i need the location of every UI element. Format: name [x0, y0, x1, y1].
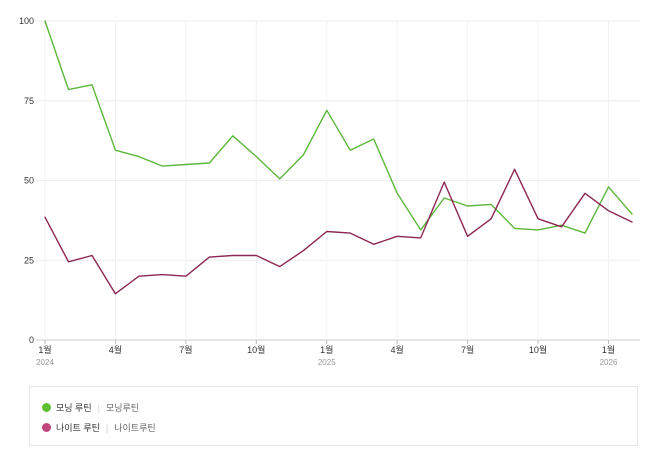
data-point[interactable] — [137, 274, 141, 278]
x-tick-label: 10월 — [529, 344, 547, 355]
data-point[interactable] — [512, 226, 516, 230]
data-point[interactable] — [512, 167, 516, 171]
legend: 모닝 루틴 | 모닝루틴 나이트 루틴 | 나이트루틴 — [29, 386, 638, 446]
data-point[interactable] — [630, 212, 634, 216]
legend-dot-night — [42, 423, 51, 432]
data-point[interactable] — [231, 134, 235, 138]
legend-dot-morning — [42, 403, 51, 412]
legend-separator: | — [105, 422, 109, 433]
data-point[interactable] — [278, 177, 282, 181]
data-point[interactable] — [465, 234, 469, 238]
y-tick-label: 100 — [19, 16, 34, 26]
data-point[interactable] — [301, 153, 305, 157]
series-line-morning — [44, 20, 633, 234]
data-point[interactable] — [184, 162, 188, 166]
data-point[interactable] — [489, 217, 493, 221]
x-axis: 1월 2024 4월 7월 10월 1월 2025 4월 7월 10월 1월 2026 — [36, 344, 618, 367]
data-point[interactable] — [395, 191, 399, 195]
series-line-night — [44, 168, 633, 295]
data-point[interactable] — [137, 154, 141, 158]
data-point[interactable] — [325, 229, 329, 233]
legend-label-morning: 모닝 루틴 — [56, 403, 92, 413]
data-point[interactable] — [66, 260, 70, 264]
legend-separator: | — [97, 402, 100, 413]
y-tick-label: 50 — [24, 176, 34, 186]
x-tick-label: 7월 — [461, 344, 474, 355]
data-point[interactable] — [254, 253, 258, 257]
y-tick-label: 0 — [29, 335, 34, 345]
line-chart: 0 25 50 75 100 1월 2024 4월 7월 10월 1월 2025 4월 7월 10월 1월 2… — [19, 16, 640, 367]
chart-grid — [36, 20, 640, 344]
data-point[interactable] — [630, 220, 634, 224]
legend-label-night: 나이트 루틴 — [56, 423, 100, 433]
data-point[interactable] — [43, 215, 47, 219]
y-tick-label: 25 — [24, 255, 34, 265]
data-point[interactable] — [43, 19, 47, 23]
x-tick-label: 1월 — [320, 344, 333, 355]
x-tick-year: 2026 — [600, 358, 618, 367]
data-point[interactable] — [583, 191, 587, 195]
data-point[interactable] — [207, 161, 211, 165]
data-point[interactable] — [583, 231, 587, 235]
data-point[interactable] — [606, 209, 610, 213]
data-point[interactable] — [536, 228, 540, 232]
x-tick-label: 4월 — [391, 344, 404, 355]
data-point[interactable] — [325, 108, 329, 112]
data-point[interactable] — [465, 204, 469, 208]
y-tick-label: 75 — [24, 96, 34, 106]
data-point[interactable] — [207, 255, 211, 259]
data-point[interactable] — [489, 202, 493, 206]
data-point[interactable] — [231, 253, 235, 257]
data-point[interactable] — [113, 148, 117, 152]
x-tick-label: 1월 — [602, 344, 615, 355]
data-point[interactable] — [90, 83, 94, 87]
data-point[interactable] — [160, 164, 164, 168]
x-tick-label: 4월 — [109, 344, 122, 355]
data-point[interactable] — [348, 231, 352, 235]
chart-series — [43, 19, 634, 296]
x-tick-label: 1월 — [38, 344, 51, 355]
legend-item-night[interactable]: 나이트 루틴 | 나이트루틴 — [42, 421, 156, 434]
data-point[interactable] — [372, 137, 376, 141]
data-point[interactable] — [66, 87, 70, 91]
data-point[interactable] — [184, 274, 188, 278]
y-axis: 0 25 50 75 100 — [19, 16, 34, 345]
data-point[interactable] — [418, 236, 422, 240]
data-point[interactable] — [160, 272, 164, 276]
data-point[interactable] — [559, 225, 563, 229]
x-tick-year: 2025 — [318, 358, 336, 367]
data-point[interactable] — [254, 154, 258, 158]
data-point[interactable] — [113, 292, 117, 296]
x-tick-label: 7월 — [179, 344, 192, 355]
data-point[interactable] — [536, 217, 540, 221]
x-tick-label: 10월 — [247, 344, 265, 355]
data-point[interactable] — [348, 148, 352, 152]
data-point[interactable] — [395, 234, 399, 238]
data-point[interactable] — [278, 264, 282, 268]
data-point[interactable] — [372, 242, 376, 246]
data-point[interactable] — [606, 185, 610, 189]
legend-keyword-morning: 모닝루틴 — [105, 403, 140, 413]
data-point[interactable] — [90, 253, 94, 257]
data-point[interactable] — [418, 228, 422, 232]
data-point[interactable] — [301, 248, 305, 252]
data-point[interactable] — [442, 180, 446, 184]
legend-keyword-night: 나이트루틴 — [114, 423, 156, 433]
legend-item-morning[interactable]: 모닝 루틴 | 모닝루틴 — [42, 401, 139, 414]
x-tick-year: 2024 — [36, 358, 54, 367]
data-point[interactable] — [442, 196, 446, 200]
